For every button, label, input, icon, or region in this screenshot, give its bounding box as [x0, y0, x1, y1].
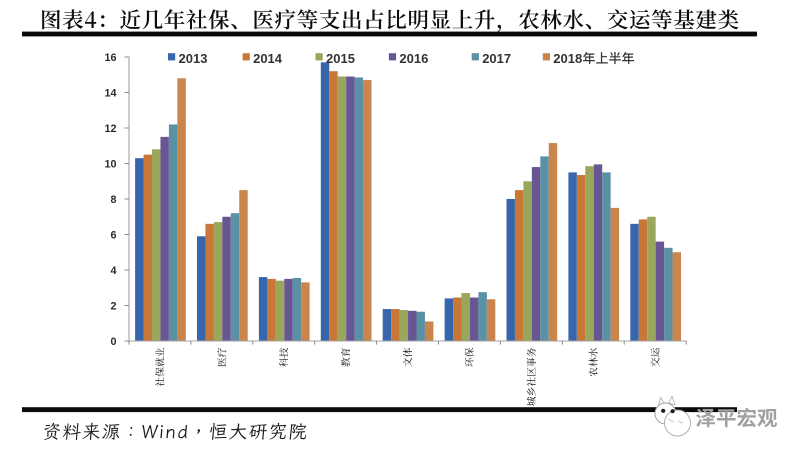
svg-text:10: 10 [104, 159, 116, 171]
svg-text:16: 16 [104, 52, 116, 64]
svg-text:6: 6 [110, 230, 116, 242]
svg-text:4: 4 [110, 265, 116, 277]
svg-text:2017: 2017 [482, 51, 511, 66]
svg-text:2016: 2016 [399, 51, 428, 66]
svg-text:8: 8 [110, 194, 116, 206]
svg-text:0: 0 [110, 336, 116, 348]
svg-text:14: 14 [104, 88, 116, 100]
svg-text:2013: 2013 [179, 51, 208, 66]
svg-text:2015: 2015 [326, 51, 355, 66]
svg-text:12: 12 [104, 123, 116, 135]
svg-text:2014: 2014 [253, 51, 283, 66]
svg-text:2: 2 [110, 301, 116, 313]
svg-text:2018: 2018 [553, 51, 582, 66]
